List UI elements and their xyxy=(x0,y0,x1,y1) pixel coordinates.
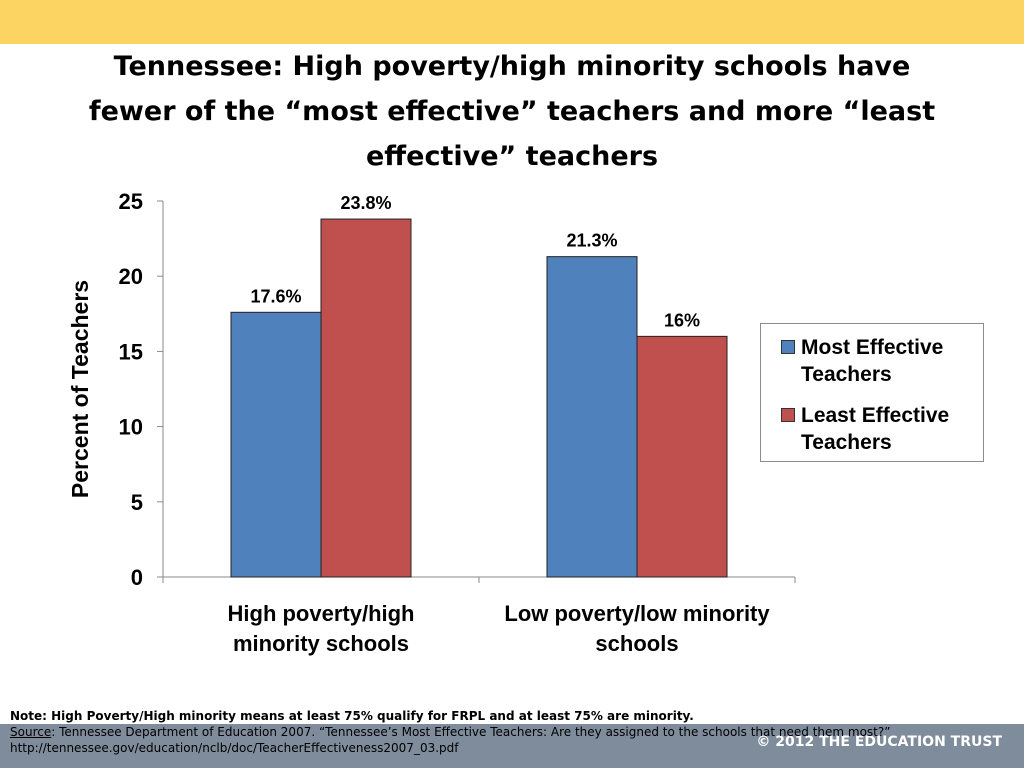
y-tick-label: 10 xyxy=(119,415,143,440)
y-axis-title: Percent of Teachers xyxy=(67,280,93,498)
x-category-label: High poverty/high xyxy=(228,601,415,626)
top-accent-band xyxy=(0,0,1024,44)
legend-label-line: Teachers xyxy=(801,431,892,454)
bar xyxy=(230,311,322,578)
slide-title-line: fewer of the “most effective” teachers a… xyxy=(88,96,936,127)
footnote: Note: High Poverty/High minority means a… xyxy=(10,708,910,756)
slide-title: Tennessee: High poverty/high minority sc… xyxy=(60,44,964,179)
source-text: : Tennessee Department of Education 2007… xyxy=(10,725,891,755)
data-label: 23.8% xyxy=(340,193,391,213)
chart-legend: Most Effective Teachers Least Effective … xyxy=(760,323,984,462)
y-tick-label: 15 xyxy=(119,339,143,364)
data-label: 16% xyxy=(664,310,700,330)
legend-item-most-effective: Most Effective Teachers xyxy=(781,334,981,388)
y-tick-label: 5 xyxy=(131,490,143,515)
x-category-label: minority schools xyxy=(233,631,409,656)
y-tick-label: 0 xyxy=(131,565,143,590)
source-label: Source xyxy=(10,725,52,739)
bar xyxy=(320,218,412,578)
slide-title-line: Tennessee: High poverty/high minority sc… xyxy=(113,51,911,82)
legend-item-least-effective: Least Effective Teachers xyxy=(781,402,981,456)
footer-band xyxy=(0,724,1024,768)
bar xyxy=(636,335,728,578)
legend-label-line: Most Effective xyxy=(801,336,944,359)
note-text: Note: High Poverty/High minority means a… xyxy=(10,709,694,723)
y-tick-label: 25 xyxy=(119,189,143,214)
bar xyxy=(546,256,638,578)
x-category-label: Low poverty/low minority xyxy=(504,601,770,626)
legend-swatch-least-effective xyxy=(781,408,795,422)
legend-label-most-effective: Most Effective Teachers xyxy=(801,334,981,388)
legend-label-line: Teachers xyxy=(801,363,892,386)
bar-chart: 0 5 10 15 20 25 Percent of Teachers 17.6% 23.8% H… xyxy=(67,189,796,656)
copyright-text: © 2012 THE EDUCATION TRUST xyxy=(756,734,1002,750)
legend-swatch-most-effective xyxy=(781,340,795,354)
legend-label-least-effective: Least Effective Teachers xyxy=(801,402,981,456)
x-category-label: schools xyxy=(595,631,678,656)
data-label: 21.3% xyxy=(566,231,617,251)
data-label: 17.6% xyxy=(250,286,301,306)
slide-title-line: effective” teachers xyxy=(365,141,659,172)
y-tick-label: 20 xyxy=(119,264,143,289)
legend-label-line: Least Effective xyxy=(801,404,950,427)
